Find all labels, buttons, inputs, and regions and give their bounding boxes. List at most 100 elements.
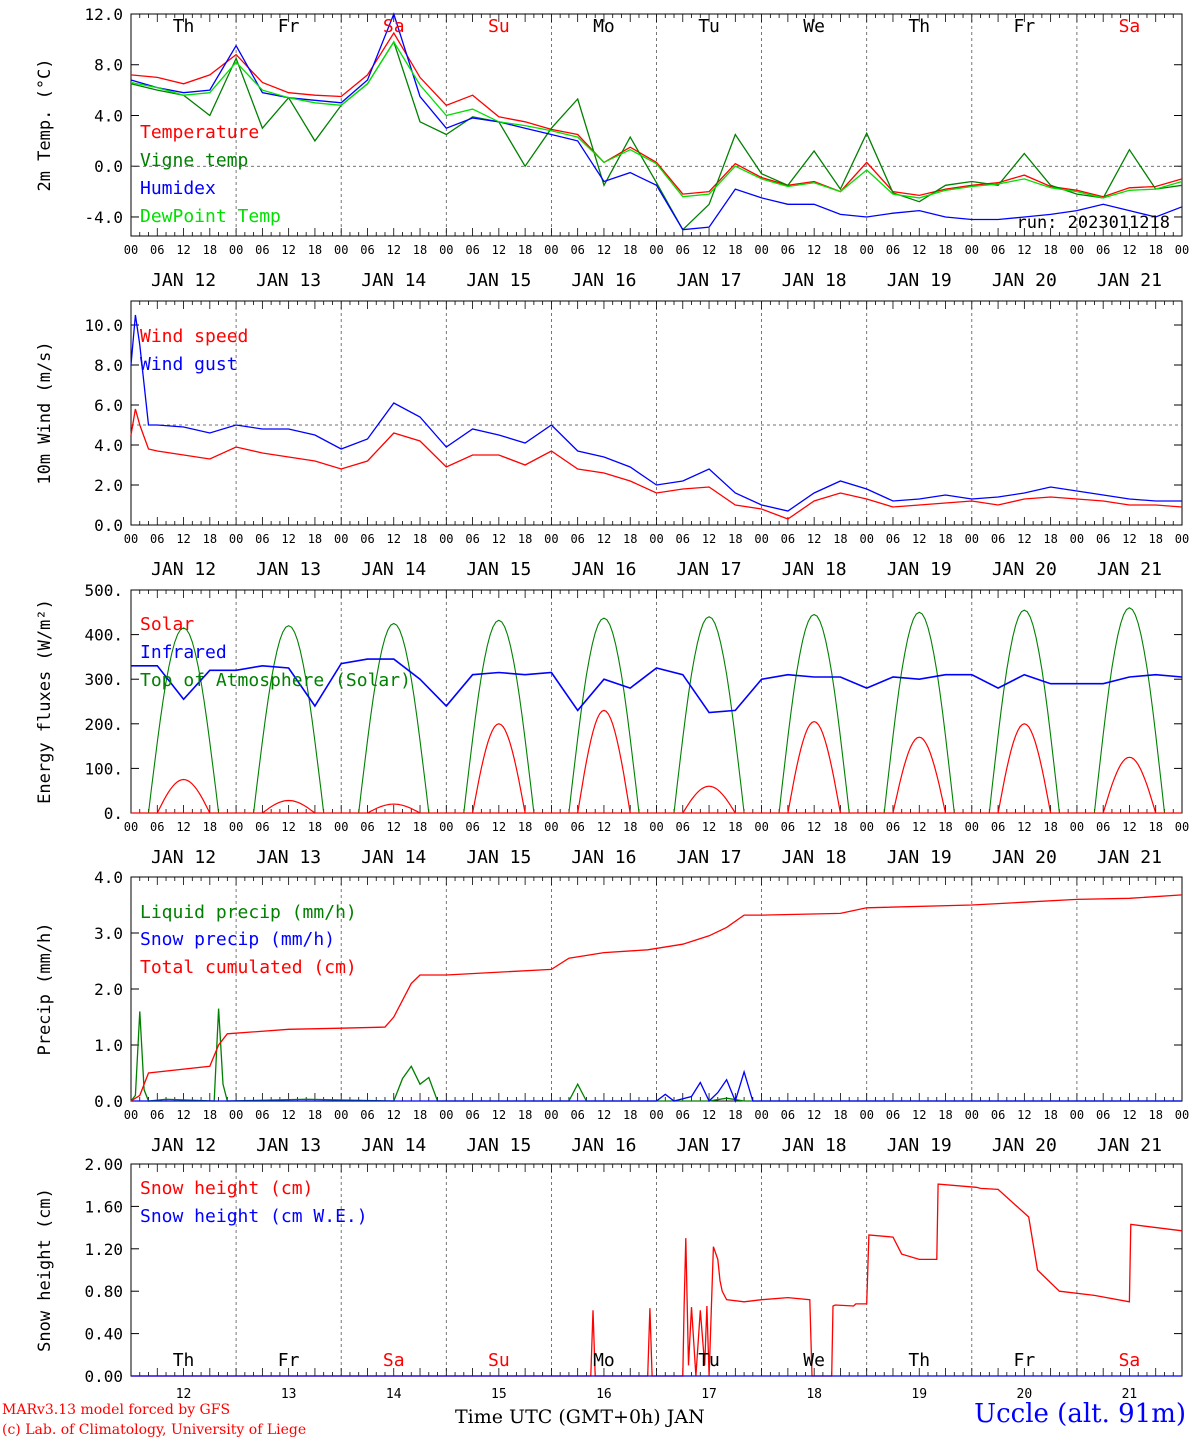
solar-curve [472,723,526,814]
hour-label: 18 [938,243,952,257]
y-tick-label: 1.0 [94,1036,123,1055]
hour-label: 00 [1175,243,1189,257]
y-tick-label: 500. [84,581,123,600]
toa-solar-curve [568,617,640,814]
hour-label: 18 [308,820,322,834]
date-label: JAN 17 [677,1135,742,1156]
day-number-label: 18 [806,1387,822,1402]
hour-label: 06 [465,532,479,546]
y-axis-label: Energy fluxes (W/m²) [35,599,55,804]
solar-curve [367,803,421,814]
model-credit-line1: MARv3.13 model forced by GFS [2,1402,231,1418]
day-of-week-label: We [803,16,825,37]
hour-label: 06 [150,1108,164,1122]
date-label: JAN 20 [992,1135,1057,1156]
hour-label: 12 [281,820,295,834]
date-label: JAN 20 [992,270,1057,291]
legend-entry: Vigne temp [140,150,248,171]
date-label: JAN 13 [256,559,321,580]
hour-label: 00 [124,820,138,834]
hour-label: 06 [150,820,164,834]
hour-label: 06 [676,820,690,834]
day-of-week-label: Mo [593,1350,615,1371]
hour-label: 00 [965,532,979,546]
hour-label: 12 [702,820,716,834]
legend-entry: Wind gust [140,354,238,375]
hour-label: 18 [623,532,637,546]
hour-label: 00 [544,1108,558,1122]
hour-label: 06 [991,243,1005,257]
hour-label: 12 [492,820,506,834]
date-label: JAN 19 [887,270,952,291]
y-tick-label: 0.0 [94,516,123,535]
hour-label: 12 [597,820,611,834]
day-of-week-label: Tu [698,16,720,37]
hour-label: 06 [676,1108,690,1122]
y-tick-label: 0.0 [94,1092,123,1111]
hour-label: 18 [518,820,532,834]
hour-label: 06 [465,1108,479,1122]
hour-label: 18 [938,1108,952,1122]
hour-label: 06 [360,532,374,546]
date-label: JAN 15 [466,559,531,580]
model-credit-line2: (c) Lab. of Climatology, University of L… [2,1422,307,1438]
y-tick-label: 0.00 [84,1367,123,1386]
hour-label: 18 [203,243,217,257]
hour-label: 18 [413,820,427,834]
hour-label: 12 [597,532,611,546]
hour-label: 00 [649,820,663,834]
hour-label: 12 [492,243,506,257]
y-tick-label: 4.0 [94,868,123,887]
hour-label: 00 [1070,1108,1084,1122]
y-tick-label: 300. [84,670,123,689]
day-of-week-label: Fr [278,1350,300,1371]
y-axis-label: Snow height (cm) [35,1188,55,1352]
hour-label: 18 [938,820,952,834]
date-label: JAN 12 [151,270,216,291]
legend-entry: DewPoint Temp [140,206,281,227]
y-tick-label: 4.0 [94,106,123,125]
date-label: JAN 19 [887,1135,952,1156]
hour-label: 00 [229,820,243,834]
hour-label: 00 [1070,532,1084,546]
date-label: JAN 21 [1097,847,1162,868]
day-number-label: 16 [596,1387,612,1402]
hour-label: 12 [1017,243,1031,257]
hour-label: 06 [255,243,269,257]
hour-label: 06 [886,243,900,257]
day-number-label: 15 [491,1387,507,1402]
legend-entry: Humidex [140,178,216,199]
hour-label: 18 [1148,243,1162,257]
hour-label: 06 [1096,243,1110,257]
hour-label: 00 [124,532,138,546]
legend-entry: Snow height (cm W.E.) [140,1206,368,1227]
hour-label: 06 [465,820,479,834]
solar-curve [997,723,1052,814]
hour-label: 06 [360,1108,374,1122]
day-of-week-label: Fr [1014,1350,1036,1371]
hour-label: 06 [991,820,1005,834]
date-label: JAN 16 [571,847,636,868]
day-number-label: 21 [1122,1387,1138,1402]
date-label: JAN 13 [256,1135,321,1156]
hour-label: 00 [649,1108,663,1122]
toa-solar-curve [358,622,430,814]
hour-label: 06 [991,1108,1005,1122]
date-label: JAN 21 [1097,270,1162,291]
hour-label: 12 [807,1108,821,1122]
hour-label: 06 [150,532,164,546]
legend-entry: Infrared [140,642,227,663]
hour-label: 18 [1043,243,1057,257]
hour-label: 06 [570,243,584,257]
hour-label: 06 [886,532,900,546]
toa-solar-curve [778,613,850,814]
y-tick-label: 4.0 [94,436,123,455]
hour-label: 18 [728,243,742,257]
day-of-week-label: Sa [383,16,405,37]
hour-label: 00 [334,243,348,257]
hour-label: 00 [859,820,873,834]
time-axis-label: Time UTC (GMT+0h) JAN [455,1406,705,1428]
date-label: JAN 12 [151,847,216,868]
hour-label: 18 [308,532,322,546]
